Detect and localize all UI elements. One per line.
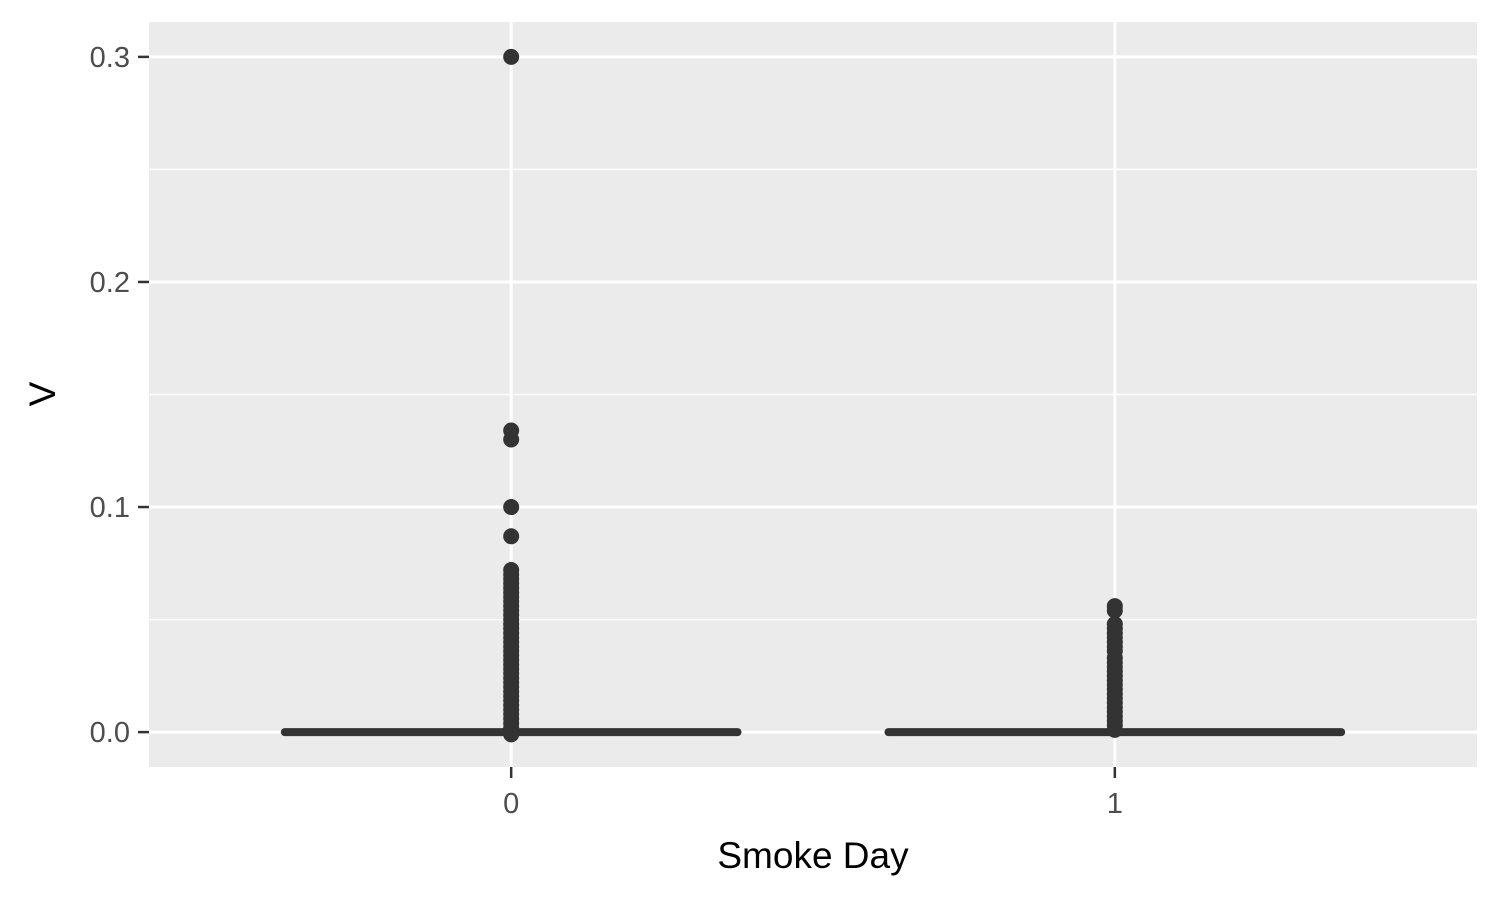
outlier-point	[503, 726, 520, 743]
outlier-point	[503, 48, 520, 65]
outlier-point	[1106, 602, 1123, 619]
x-tick-label: 0	[503, 788, 519, 820]
outlier-point	[503, 431, 520, 448]
y-tick-label: 0.1	[90, 492, 130, 524]
minor-gridlines	[149, 168, 1477, 621]
y-tick-label: 0.0	[90, 717, 130, 749]
outlier-point	[503, 528, 520, 545]
x-axis-title: Smoke Day	[717, 835, 909, 876]
y-axis: 0.0 0.1 0.2 0.3	[90, 42, 149, 749]
y-axis-title: V	[22, 381, 63, 406]
x-tick-label: 1	[1107, 788, 1123, 820]
outlier-points-layer	[503, 48, 1123, 743]
y-tick-label: 0.2	[90, 267, 130, 299]
outlier-point	[503, 499, 520, 516]
outlier-point	[1106, 721, 1123, 738]
y-tick-label: 0.3	[90, 42, 130, 74]
